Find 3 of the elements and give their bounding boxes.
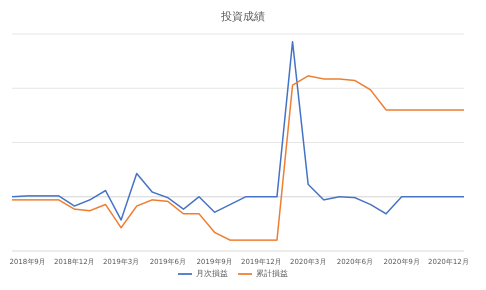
chart-title: 投資成績	[220, 9, 266, 25]
legend-label: 累計損益	[256, 269, 288, 278]
legend-label: 月次損益	[196, 269, 228, 278]
